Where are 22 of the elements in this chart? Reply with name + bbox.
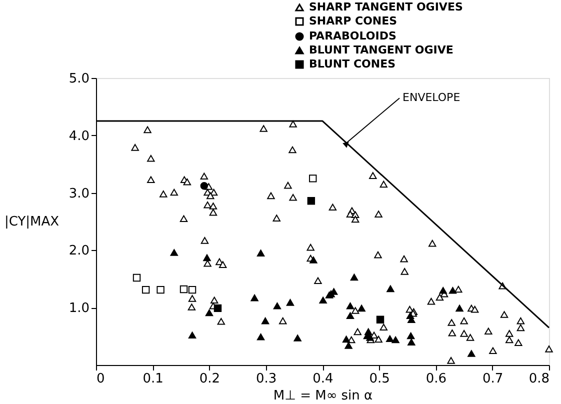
legend-label: SHARP TANGENT OGIVES	[309, 0, 463, 14]
x-tick-label: 0.1	[142, 372, 164, 386]
x-tick-label: 0.5	[369, 372, 390, 386]
legend-label: BLUNT CONES	[309, 58, 396, 70]
x-axis-title: M⊥ = M∞ sin α	[273, 388, 373, 404]
y-tick-label: 3.0	[68, 186, 90, 202]
legend-label: PARABOLOIDS	[309, 30, 396, 42]
y-tick-label: 2.0	[68, 244, 90, 259]
annotation: ENVELOPE	[402, 91, 460, 104]
x-tick-label: 0.8	[528, 372, 550, 386]
y-tick-label: 1.0	[68, 301, 90, 316]
x-tick-label: 0	[96, 372, 105, 386]
x-tick-label: 0.7	[482, 372, 504, 386]
legend-label: BLUNT TANGENT OGIVE	[309, 44, 454, 56]
legend-label: SHARP CONES	[309, 14, 398, 28]
y-axis-title: |CY|MAX	[4, 214, 60, 230]
x-tick-label: 0.6	[426, 372, 447, 386]
x-tick-label: 0.3	[256, 372, 277, 386]
x-tick-label: 0.2	[199, 372, 220, 386]
y-tick-label: 4.0	[68, 128, 90, 144]
y-tick-label: 5.0	[68, 72, 90, 86]
x-tick-label: 0.4	[312, 372, 334, 386]
